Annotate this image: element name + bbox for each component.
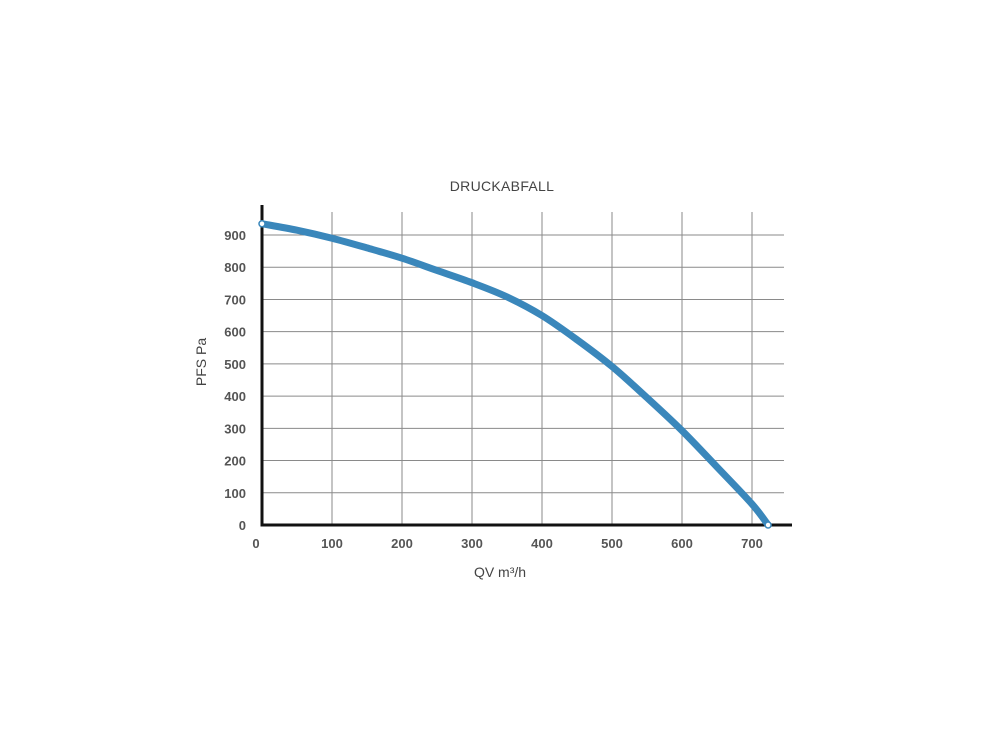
x-tick-label: 200 — [391, 536, 413, 551]
y-tick-label: 700 — [224, 292, 246, 307]
grid — [262, 212, 784, 525]
x-axis-ticks: 0 100 200 300 400 500 600 700 — [252, 536, 762, 551]
y-tick-label: 0 — [239, 518, 246, 533]
y-tick-label: 600 — [224, 325, 246, 340]
x-tick-label: 500 — [601, 536, 623, 551]
y-axis-ticks: 0 100 200 300 400 500 600 700 800 900 — [224, 228, 246, 533]
y-tick-label: 800 — [224, 260, 246, 275]
x-tick-label: 100 — [321, 536, 343, 551]
y-tick-label: 400 — [224, 389, 246, 404]
y-tick-label: 500 — [224, 357, 246, 372]
axes — [260, 205, 792, 527]
y-axis-label: PFS Pa — [193, 338, 209, 386]
y-tick-label: 100 — [224, 486, 246, 501]
series-end-marker — [764, 521, 772, 529]
series-layer — [258, 219, 772, 529]
x-tick-label: 0 — [252, 536, 259, 551]
x-tick-label: 600 — [671, 536, 693, 551]
y-tick-label: 900 — [224, 228, 246, 243]
y-tick-label: 300 — [224, 421, 246, 436]
x-tick-label: 700 — [741, 536, 763, 551]
x-tick-label: 400 — [531, 536, 553, 551]
series-start-marker — [258, 219, 266, 228]
y-tick-label: 200 — [224, 454, 246, 469]
x-axis-label: QV m³/h — [474, 564, 526, 580]
chart-title: DRUCKABFALL — [450, 178, 554, 194]
series-line — [258, 220, 772, 529]
x-tick-label: 300 — [461, 536, 483, 551]
